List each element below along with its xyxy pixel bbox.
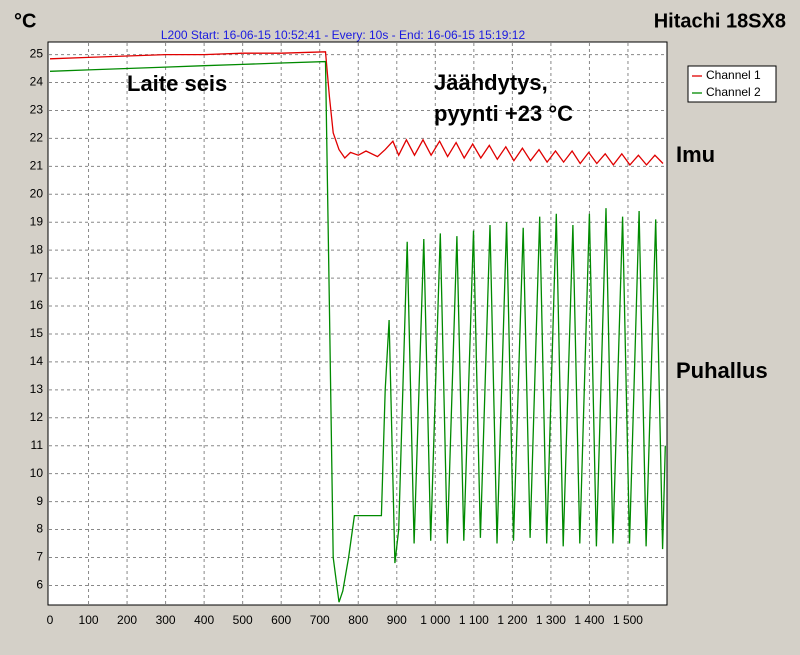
legend-box [687,65,777,103]
x-tick-label: 200 [117,613,137,627]
x-tick-label: 1 100 [459,613,489,627]
y-tick-label: 18 [30,242,44,256]
x-tick-label: 600 [271,613,291,627]
annotation: Puhallus [676,358,768,383]
x-tick-label: 400 [194,613,214,627]
subtitle: L200 Start: 16-06-15 10:52:41 - Every: 1… [161,28,526,42]
y-tick-label: 24 [30,75,44,89]
y-tick-label: 7 [36,550,43,564]
legend-label: Channel 2 [706,85,761,99]
y-tick-label: 9 [36,494,43,508]
x-tick-label: 800 [348,613,368,627]
y-tick-label: 16 [30,298,44,312]
x-tick-label: 1 300 [536,613,566,627]
y-tick-label: 19 [30,214,44,228]
y-tick-label: 8 [36,522,43,536]
annotation: Jäähdytys, [434,70,548,95]
x-tick-label: 0 [47,613,54,627]
series-line [49,51,664,166]
series-line [49,60,666,603]
y-tick-label: 14 [30,354,44,368]
y-tick-label: 10 [30,466,44,480]
y-axis-label: °C [14,10,36,32]
legend-label: Channel 1 [706,68,761,82]
y-tick-label: 25 [30,47,44,61]
x-tick-label: 1 000 [420,613,450,627]
x-tick-label: 1 400 [574,613,604,627]
x-tick-label: 300 [156,613,176,627]
y-tick-label: 22 [30,131,44,145]
y-tick-label: 17 [30,270,44,284]
annotation: Laite seis [127,71,227,96]
x-tick-label: 1 500 [613,613,643,627]
y-tick-label: 12 [30,410,44,424]
y-tick-label: 13 [30,382,44,396]
annotation: Imu [676,142,715,167]
x-tick-label: 100 [79,613,99,627]
x-tick-label: 500 [233,613,253,627]
x-tick-label: 900 [387,613,407,627]
y-tick-label: 15 [30,326,44,340]
y-tick-label: 20 [30,186,44,200]
y-tick-label: 21 [30,159,44,173]
x-tick-label: 700 [310,613,330,627]
plot-area [47,41,668,606]
annotation: pyynti +23 °C [434,101,573,126]
x-tick-label: 1 200 [497,613,527,627]
y-tick-label: 11 [31,438,44,452]
y-tick-label: 23 [30,103,44,117]
chart-title: Hitachi 18SX8 [654,10,786,32]
y-tick-label: 6 [36,578,43,592]
